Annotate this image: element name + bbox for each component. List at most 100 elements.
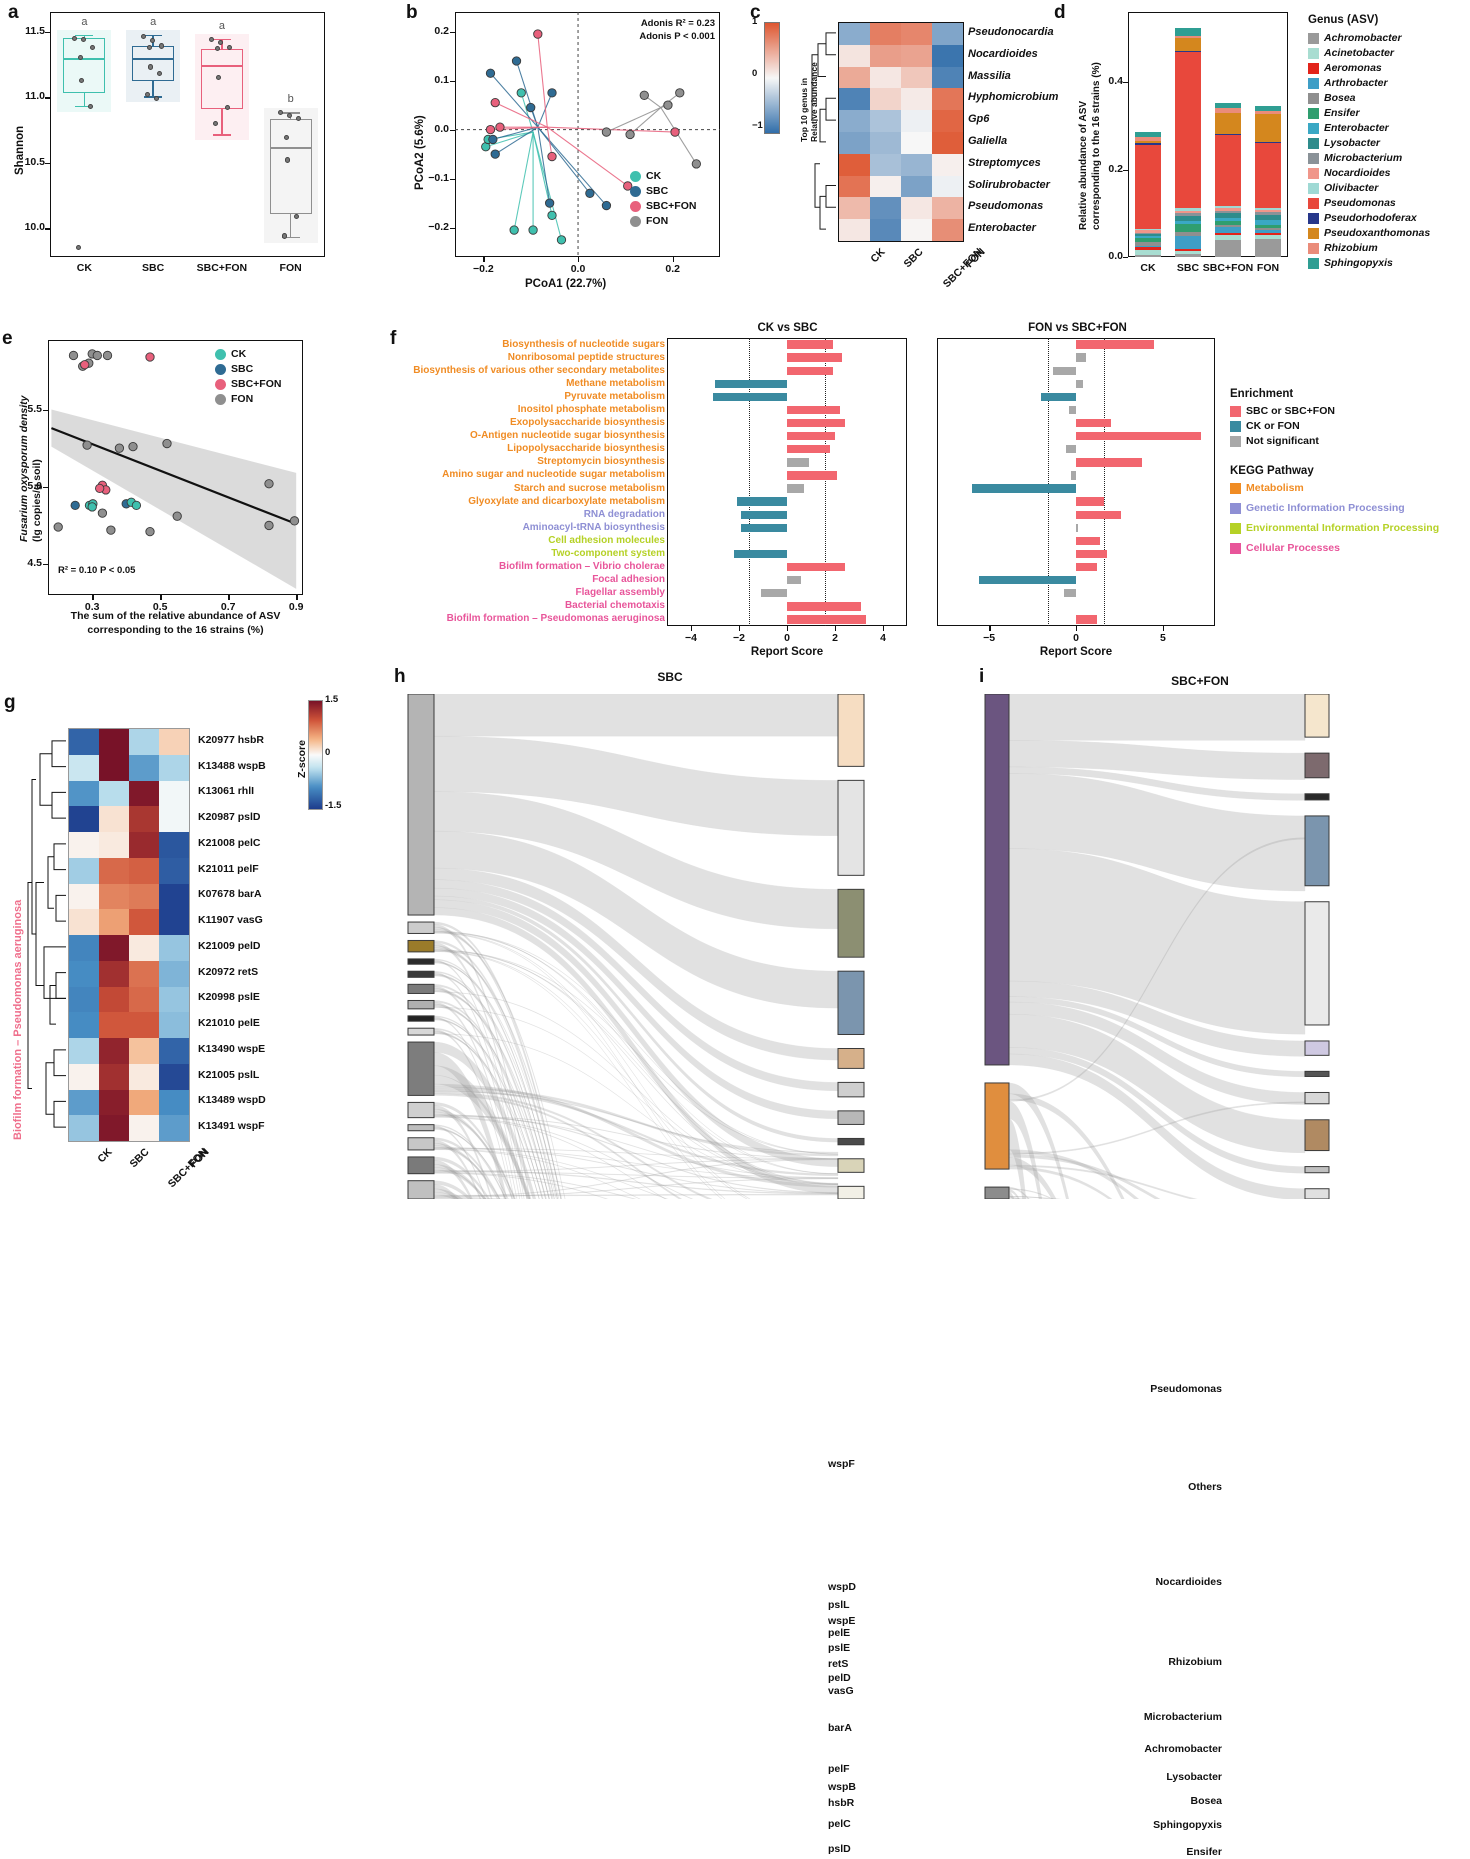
panel-d-legend-item[interactable]: Bosea [1308,92,1430,104]
panel-h-title: SBC [657,670,683,684]
panel-c-cell [932,23,963,45]
panel-d-legend-item[interactable]: Nocardioides [1308,167,1430,179]
panel-g-row-label: K13061 rhlI [198,785,255,798]
panel-f-bar [787,471,838,480]
panel-d-segment [1135,250,1161,256]
panel-a-tick-mark [45,31,50,34]
panel-f-bar [1076,615,1097,624]
legend-item[interactable]: SBC [215,363,281,375]
panel-f-bar [787,418,845,428]
panel-d-legend-item[interactable]: Olivibacter [1308,182,1430,194]
panel-a-content: a a a b [50,12,325,257]
legend-enrichment-title: Enrichment [1230,388,1294,400]
panel-g-cell [99,832,129,858]
panel-d-legend-item[interactable]: Ensifer [1308,107,1430,119]
panel-d-legend-item[interactable]: Pseudorhodoferax [1308,212,1430,224]
panel-f-kegg-legend-item[interactable]: Cellular Processes [1230,542,1439,554]
adonis-r2: Adonis R² = 0.23 [640,18,715,29]
panel-f-bar [787,562,845,572]
panel-f-pathway-label: Nonribosomal peptide structures [507,351,665,363]
panel-b-stats: Adonis R² = 0.23 Adonis P < 0.001 [605,18,715,42]
panel-d-legend-item[interactable]: Aeromonas [1308,62,1430,74]
legend-swatch [1308,32,1319,44]
legend-swatch [1308,242,1319,254]
panel-f-pathway-label: Pyruvate metabolism [564,390,665,402]
panel-d-legend-item[interactable]: Rhizobium [1308,242,1430,254]
panel-d-legend-item[interactable]: Sphingopyxis [1308,257,1430,269]
panel-f-enrichment-legend-item[interactable]: Not significant [1230,435,1439,447]
panel-g-row-label: K21008 pelC [198,836,261,849]
legend-item[interactable]: SBC [630,185,696,197]
panel-e-xlabel-line1: The sum of the relative abundance of ASV [70,610,281,622]
legend-swatch [1230,502,1241,514]
panel-d-legend-item[interactable]: Pseudomonas [1308,197,1430,209]
panel-a-category: SBC [142,262,165,274]
panel-b-xtick-mark [483,257,485,262]
panel-g-cell [69,754,99,781]
panel-d-ytick: 0.4 [1108,75,1123,87]
panel-f-bar [1076,536,1101,546]
panel-d-legend-item[interactable]: Lysobacter [1308,137,1430,149]
panel-d-segment [1215,239,1241,257]
panel-f-enrichment-legend-item[interactable]: SBC or SBC+FON [1230,405,1439,417]
panel-e-ylabel-line1: Fusarium oxysporum density [18,395,30,542]
legend-item[interactable]: CK [630,170,696,182]
legend-label: SBC+FON [231,378,282,390]
panel-a-tick-mark [45,228,50,230]
panel-e-legend: CK SBC SBC+FON FON [215,348,281,408]
panel-f-bar [787,602,862,611]
panel-f-kegg-legend-item[interactable]: Metabolism [1230,482,1439,494]
panel-d-legend-item[interactable]: Microbacterium [1308,152,1430,164]
panel-a-sig-letter: a [150,15,157,28]
legend-label: FON [231,393,254,405]
legend-item[interactable]: SBC+FON [215,378,281,390]
sankey-genus-label: Bosea [975,1727,1470,1739]
panel-a-tick: 10.0 [24,221,45,234]
panel-f-kegg-legend-item[interactable]: Genetic Information Processing [1230,502,1439,514]
panel-b-letter: b [406,2,418,23]
panel-d-legend-item[interactable]: Achromobacter [1308,32,1430,44]
panel-g-cell [159,729,189,755]
panel-d-legend-item[interactable]: Acinetobacter [1308,47,1430,59]
panel-g-cell [69,832,99,858]
panel-d-segment [1215,224,1241,228]
panel-f-bar [787,445,831,454]
legend-item[interactable]: SBC+FON [630,200,696,212]
panel-d-legend-item[interactable]: Arthrobacter [1308,77,1430,89]
sankey-gene-label: vasG [828,1684,854,1697]
panel-f-xlabel-right: Report Score [1039,646,1113,658]
panel-g-cell [99,806,129,832]
panel-a-point [209,36,215,43]
legend-label: Nocardioides [1324,167,1391,179]
panel-g-cell [129,883,159,910]
panel-a-cap-lower [281,236,300,239]
legend-item[interactable]: FON [215,393,281,405]
legend-dot-ck [215,348,226,360]
sankey-genus-label: Nocardioides [1155,1576,1222,1589]
panel-f-enrichment-legend-item[interactable]: CK or FON [1230,420,1439,432]
panel-b-ytick-mark [450,31,455,33]
panel-f-kegg-legend-item[interactable]: Environmental Information Processing [1230,522,1439,534]
legend-label: CK or FON [1246,420,1300,432]
panel-a-point [215,46,221,52]
panel-a-sig-letter: a [218,19,225,32]
legend-swatch [1308,182,1319,194]
panel-d-ytick-mark [1123,257,1128,259]
legend-label: Pseudoxanthomonas [1324,227,1431,239]
panel-f-pathway-label: Exopolysaccharide biosynthesis [509,417,665,429]
legend-item[interactable]: CK [215,348,281,360]
panel-d-legend-item[interactable]: Enterobacter [1308,122,1430,134]
panel-g-cell [99,1115,129,1141]
legend-kegg-items: Metabolism Genetic Information Processing… [1230,482,1439,554]
panel-c-cell [901,110,932,132]
panel-f-bar [1070,471,1076,480]
panel-g-cell [159,986,189,1013]
panel-d-segment [1255,224,1281,229]
panel-g-cell [99,1038,129,1064]
panel-d-legend-item[interactable]: Pseudoxanthomonas [1308,227,1430,239]
legend-item[interactable]: FON [630,215,696,227]
panel-a-letter: a [8,2,19,23]
panel-d-segment [1255,208,1281,210]
panel-g-cbar-tick: 1.5 [325,694,339,705]
panel-g-cell [159,1089,189,1116]
